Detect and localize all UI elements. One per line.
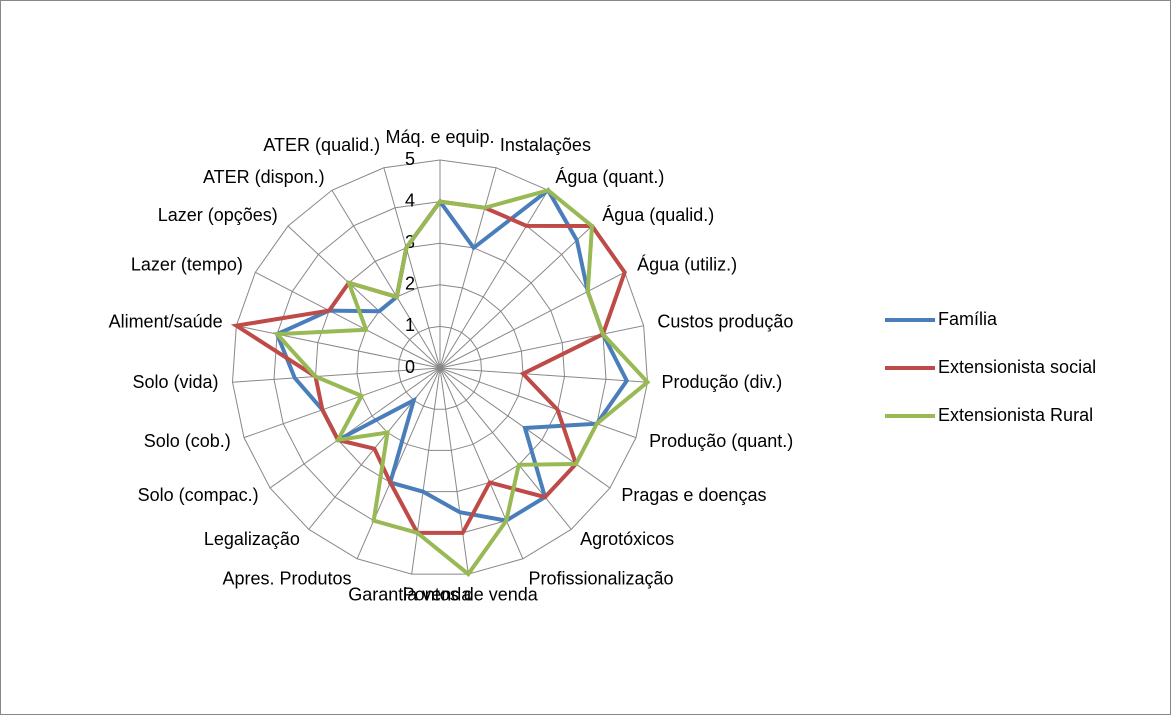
category-label: ATER (qualid.) (263, 135, 380, 155)
r-tick-label: 4 (405, 190, 415, 210)
series-line (230, 199, 627, 535)
category-label: Lazer (tempo) (131, 255, 243, 275)
r-tick-label: 0 (405, 357, 415, 377)
r-tick-label: 2 (405, 274, 415, 294)
category-label: ATER (dispon.) (203, 167, 325, 187)
category-label: Garantia venda (348, 585, 472, 605)
category-label: Solo (cob.) (144, 431, 231, 451)
spoke (232, 367, 441, 383)
spoke (439, 190, 549, 369)
legend-label: Extensionista social (938, 357, 1096, 377)
r-tick-label: 5 (405, 149, 415, 169)
spoke (411, 367, 441, 575)
spoke (439, 367, 524, 559)
spoke (287, 225, 441, 369)
spoke (439, 367, 572, 530)
category-label: Água (qualid.) (602, 205, 714, 225)
spoke (439, 367, 469, 575)
category-label: Solo (compac.) (138, 485, 259, 505)
grid-ring (356, 284, 524, 451)
category-label: Água (utiliz.) (637, 255, 737, 275)
spoke (236, 325, 441, 369)
spoke (383, 167, 441, 369)
category-label: Solo (vida) (132, 372, 218, 392)
spoke (331, 190, 441, 369)
category-label: Profissionalização (528, 568, 673, 588)
legend-label: Extensionista Rural (938, 405, 1093, 425)
spoke (439, 225, 593, 369)
r-tick-label: 1 (405, 315, 415, 335)
spoke (255, 271, 441, 369)
legend-label: Família (938, 309, 998, 329)
spoke (269, 367, 441, 489)
spoke (439, 167, 497, 369)
category-label: Produção (quant.) (649, 431, 793, 451)
category-label: Lazer (opções) (158, 205, 278, 225)
category-label: Legalização (204, 529, 300, 549)
category-label: Pontos de venda (403, 585, 539, 605)
category-label: Agrotóxicos (580, 529, 674, 549)
spoke (439, 367, 637, 439)
series-line (272, 188, 651, 577)
spoke (243, 367, 441, 439)
category-label: Apres. Produtos (222, 568, 351, 588)
category-label: Instalações (500, 135, 591, 155)
spoke (439, 271, 625, 369)
category-label: Máq. e equip. (385, 127, 494, 147)
spoke (356, 367, 441, 559)
category-label: Aliment/saúde (109, 312, 223, 332)
category-label: Produção (div.) (661, 372, 782, 392)
grid-ring (397, 325, 483, 410)
spoke (439, 367, 648, 383)
series-line (274, 187, 630, 523)
category-label: Água (quant.) (555, 167, 664, 187)
category-label: Custos produção (657, 312, 793, 332)
category-label: Pragas e doenças (621, 485, 766, 505)
spoke (439, 325, 644, 369)
